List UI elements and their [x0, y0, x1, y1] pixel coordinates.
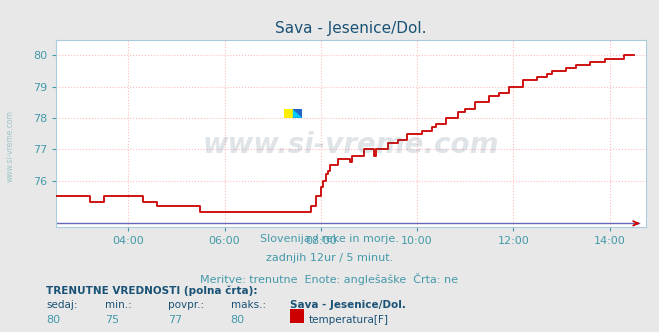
Text: maks.:: maks.:: [231, 300, 266, 310]
Text: povpr.:: povpr.:: [168, 300, 204, 310]
Title: Sava - Jesenice/Dol.: Sava - Jesenice/Dol.: [275, 21, 426, 36]
Text: Slovenija / reke in morje.: Slovenija / reke in morje.: [260, 234, 399, 244]
Text: temperatura[F]: temperatura[F]: [308, 315, 388, 325]
Bar: [293, 110, 302, 118]
Text: 80: 80: [46, 315, 60, 325]
Text: www.si-vreme.com: www.si-vreme.com: [203, 131, 499, 159]
Text: sedaj:: sedaj:: [46, 300, 78, 310]
Text: zadnjih 12ur / 5 minut.: zadnjih 12ur / 5 minut.: [266, 253, 393, 263]
Text: min.:: min.:: [105, 300, 132, 310]
Text: 80: 80: [231, 315, 244, 325]
Text: 77: 77: [168, 315, 183, 325]
Polygon shape: [293, 110, 302, 118]
Text: 75: 75: [105, 315, 119, 325]
Text: www.si-vreme.com: www.si-vreme.com: [5, 110, 14, 182]
Text: Meritve: trenutne  Enote: anglešaške  Črta: ne: Meritve: trenutne Enote: anglešaške Črta…: [200, 273, 459, 285]
Bar: [283, 110, 293, 118]
Text: TRENUTNE VREDNOSTI (polna črta):: TRENUTNE VREDNOSTI (polna črta):: [46, 285, 258, 296]
Text: Sava - Jesenice/Dol.: Sava - Jesenice/Dol.: [290, 300, 406, 310]
